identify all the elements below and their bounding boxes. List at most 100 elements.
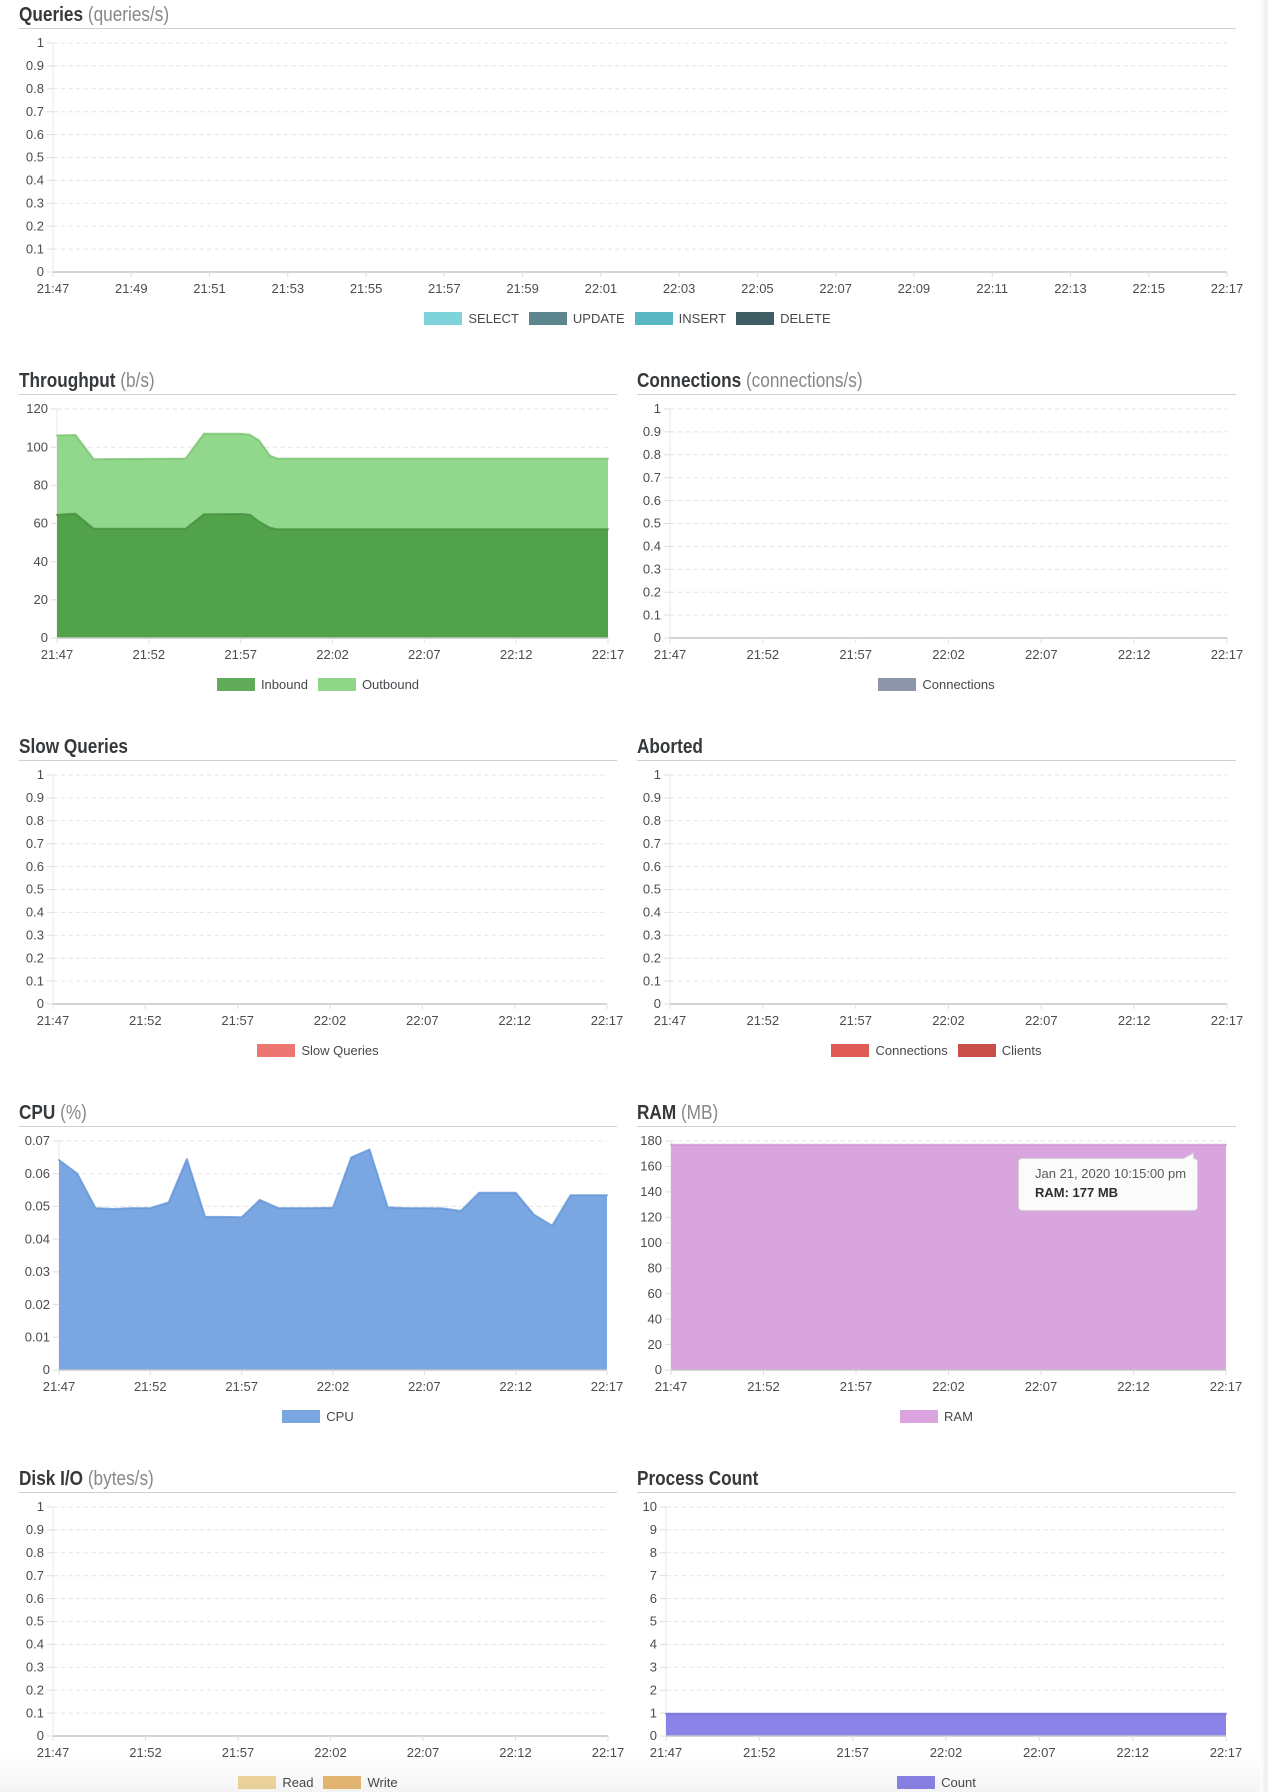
svg-text:22:07: 22:07 xyxy=(819,281,852,296)
svg-text:21:47: 21:47 xyxy=(43,1379,76,1394)
svg-text:0.3: 0.3 xyxy=(26,928,44,943)
svg-text:22:17: 22:17 xyxy=(592,647,625,662)
svg-text:0.2: 0.2 xyxy=(643,950,661,965)
svg-text:120: 120 xyxy=(26,401,48,416)
svg-text:21:52: 21:52 xyxy=(129,1745,162,1760)
svg-text:21:52: 21:52 xyxy=(743,1745,776,1760)
svg-text:21:47: 21:47 xyxy=(655,1379,688,1394)
svg-text:0.4: 0.4 xyxy=(26,173,44,188)
svg-text:22:02: 22:02 xyxy=(932,1379,965,1394)
svg-text:22:07: 22:07 xyxy=(1023,1745,1056,1760)
svg-text:21:52: 21:52 xyxy=(747,1013,780,1028)
svg-text:20: 20 xyxy=(34,592,48,607)
svg-text:5: 5 xyxy=(650,1614,657,1629)
svg-text:0.1: 0.1 xyxy=(643,607,661,622)
svg-text:0.1: 0.1 xyxy=(643,973,661,988)
svg-text:0: 0 xyxy=(654,996,661,1011)
svg-text:100: 100 xyxy=(26,439,48,454)
svg-text:21:57: 21:57 xyxy=(225,1379,258,1394)
svg-text:22:02: 22:02 xyxy=(314,1013,347,1028)
svg-text:140: 140 xyxy=(640,1184,662,1199)
svg-text:0.8: 0.8 xyxy=(26,813,44,828)
svg-text:0: 0 xyxy=(655,1362,662,1377)
svg-text:0.6: 0.6 xyxy=(26,127,44,142)
svg-text:21:57: 21:57 xyxy=(428,281,461,296)
svg-text:0.3: 0.3 xyxy=(26,1660,44,1675)
svg-text:0.8: 0.8 xyxy=(643,447,661,462)
svg-text:22:17: 22:17 xyxy=(1211,647,1244,662)
svg-text:9: 9 xyxy=(650,1522,657,1537)
svg-text:21:47: 21:47 xyxy=(654,1013,687,1028)
svg-text:0.9: 0.9 xyxy=(26,58,44,73)
svg-text:22:09: 22:09 xyxy=(898,281,931,296)
svg-text:4: 4 xyxy=(650,1637,657,1652)
svg-text:21:59: 21:59 xyxy=(506,281,539,296)
svg-text:22:07: 22:07 xyxy=(408,1379,441,1394)
svg-text:22:17: 22:17 xyxy=(591,1013,624,1028)
svg-text:22:02: 22:02 xyxy=(316,647,349,662)
svg-text:22:07: 22:07 xyxy=(407,1745,440,1760)
svg-text:0.2: 0.2 xyxy=(643,584,661,599)
svg-text:0.7: 0.7 xyxy=(643,836,661,851)
svg-text:22:12: 22:12 xyxy=(1118,647,1151,662)
svg-text:21:52: 21:52 xyxy=(134,1379,167,1394)
svg-text:0.01: 0.01 xyxy=(25,1330,50,1345)
svg-text:0.05: 0.05 xyxy=(25,1199,50,1214)
svg-text:0.5: 0.5 xyxy=(26,1614,44,1629)
svg-text:22:12: 22:12 xyxy=(499,1745,532,1760)
svg-text:0.5: 0.5 xyxy=(26,150,44,165)
svg-text:60: 60 xyxy=(34,516,48,531)
svg-text:0: 0 xyxy=(650,1728,657,1743)
svg-text:0.9: 0.9 xyxy=(643,424,661,439)
svg-text:21:57: 21:57 xyxy=(222,1745,255,1760)
svg-text:1: 1 xyxy=(654,767,661,782)
svg-text:2: 2 xyxy=(650,1682,657,1697)
svg-text:0.04: 0.04 xyxy=(25,1231,50,1246)
svg-text:0.5: 0.5 xyxy=(643,516,661,531)
svg-text:21:47: 21:47 xyxy=(37,1745,70,1760)
svg-text:22:11: 22:11 xyxy=(976,281,1008,296)
svg-text:21:47: 21:47 xyxy=(650,1745,683,1760)
svg-text:0.3: 0.3 xyxy=(26,196,44,211)
svg-text:21:52: 21:52 xyxy=(129,1013,162,1028)
svg-text:22:07: 22:07 xyxy=(1025,647,1058,662)
svg-text:22:02: 22:02 xyxy=(932,647,965,662)
svg-text:22:05: 22:05 xyxy=(741,281,774,296)
svg-text:21:52: 21:52 xyxy=(133,647,166,662)
svg-text:22:01: 22:01 xyxy=(585,281,618,296)
svg-text:0.3: 0.3 xyxy=(643,562,661,577)
svg-text:0.4: 0.4 xyxy=(643,905,661,920)
svg-text:0.6: 0.6 xyxy=(643,859,661,874)
svg-text:0.6: 0.6 xyxy=(26,1591,44,1606)
svg-text:22:17: 22:17 xyxy=(1210,1379,1243,1394)
svg-text:0.03: 0.03 xyxy=(25,1264,50,1279)
svg-text:21:52: 21:52 xyxy=(747,1379,780,1394)
svg-text:1: 1 xyxy=(37,767,44,782)
svg-text:21:57: 21:57 xyxy=(221,1013,254,1028)
svg-text:21:57: 21:57 xyxy=(839,1013,872,1028)
svg-text:0.02: 0.02 xyxy=(25,1297,50,1312)
svg-text:22:03: 22:03 xyxy=(663,281,696,296)
svg-text:22:12: 22:12 xyxy=(499,1379,532,1394)
svg-text:0.4: 0.4 xyxy=(643,539,661,554)
svg-text:40: 40 xyxy=(34,554,48,569)
svg-text:0.07: 0.07 xyxy=(25,1133,50,1148)
svg-text:22:12: 22:12 xyxy=(1118,1013,1151,1028)
svg-text:0.2: 0.2 xyxy=(26,218,44,233)
svg-text:180: 180 xyxy=(640,1133,662,1148)
svg-text:0: 0 xyxy=(43,1362,50,1377)
svg-text:21:57: 21:57 xyxy=(836,1745,869,1760)
svg-text:60: 60 xyxy=(648,1286,662,1301)
svg-text:22:02: 22:02 xyxy=(930,1745,963,1760)
svg-text:21:57: 21:57 xyxy=(840,1379,873,1394)
svg-text:22:12: 22:12 xyxy=(1117,1379,1150,1394)
svg-text:0.4: 0.4 xyxy=(26,905,44,920)
svg-text:22:15: 22:15 xyxy=(1132,281,1165,296)
svg-text:1: 1 xyxy=(37,35,44,50)
svg-text:8: 8 xyxy=(650,1545,657,1560)
svg-text:0: 0 xyxy=(37,996,44,1011)
svg-text:3: 3 xyxy=(650,1660,657,1675)
svg-text:1: 1 xyxy=(654,401,661,416)
svg-text:21:53: 21:53 xyxy=(272,281,305,296)
svg-text:0: 0 xyxy=(37,1728,44,1743)
